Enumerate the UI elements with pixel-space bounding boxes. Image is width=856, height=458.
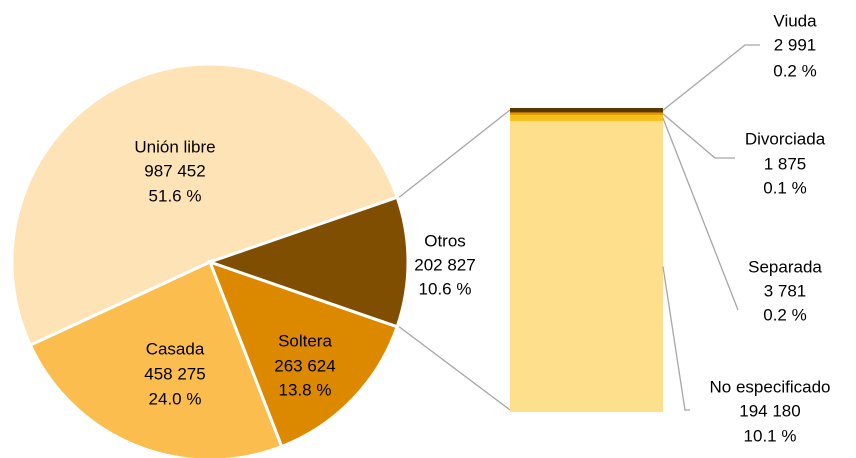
value-label: 987 452 xyxy=(144,161,205,180)
category-label: Separada xyxy=(748,257,822,276)
category-label: Casada xyxy=(146,339,205,358)
pie-slice xyxy=(28,259,284,458)
category-label: Viuda xyxy=(773,11,817,30)
percent-label: 10.1 % xyxy=(744,426,797,445)
percent-label: 13.8 % xyxy=(279,380,332,399)
bar-segment xyxy=(510,120,663,413)
leader-line xyxy=(662,266,690,411)
leader-line xyxy=(662,113,735,159)
value-label: 194 180 xyxy=(739,401,800,420)
value-label: 202 827 xyxy=(414,255,475,274)
bar-segment xyxy=(510,108,663,113)
category-label: Unión libre xyxy=(134,137,215,156)
category-label: No especificado xyxy=(710,377,831,396)
category-label: Otros xyxy=(424,231,466,250)
leader-line xyxy=(662,44,760,111)
pie-slice xyxy=(10,62,400,348)
percent-label: 0.1 % xyxy=(763,178,806,197)
value-label: 1 875 xyxy=(764,154,807,173)
connector xyxy=(398,326,511,411)
value-label: 458 275 xyxy=(144,364,205,383)
percent-label: 24.0 % xyxy=(149,389,202,408)
value-label: 2 991 xyxy=(774,35,817,54)
category-label: Soltera xyxy=(278,331,332,350)
percent-label: 10.6 % xyxy=(419,279,472,298)
connector xyxy=(398,109,511,198)
percent-label: 0.2 % xyxy=(773,61,816,80)
value-label: 263 624 xyxy=(274,356,335,375)
percent-label: 0.2 % xyxy=(763,305,806,324)
percent-label: 51.6 % xyxy=(149,186,202,205)
category-label: Divorciada xyxy=(745,129,826,148)
pie-slice xyxy=(205,195,410,329)
value-label: 3 781 xyxy=(764,281,807,300)
bar-segment xyxy=(510,115,663,121)
leader-line xyxy=(662,117,739,311)
pie-slice xyxy=(207,259,400,449)
bar-segment xyxy=(510,112,663,116)
